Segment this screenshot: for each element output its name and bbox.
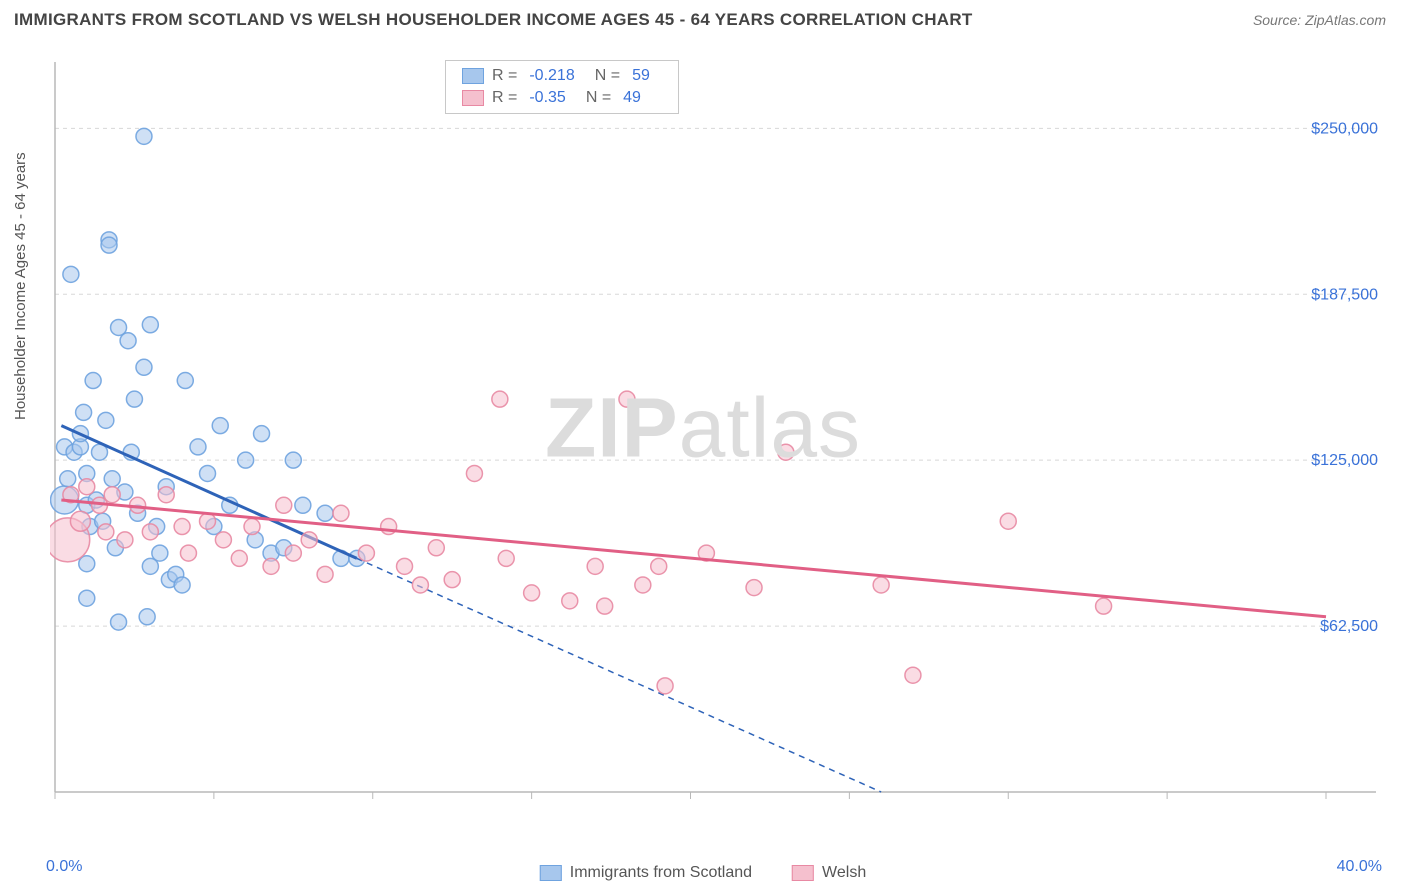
y-axis-label: Householder Income Ages 45 - 64 years [12,152,29,420]
swatch-welsh [462,90,484,106]
swatch-scotland-icon [540,865,562,881]
chart-title: IMMIGRANTS FROM SCOTLAND VS WELSH HOUSEH… [14,10,973,30]
x-axis-max-label: 40.0% [1337,858,1382,876]
x-axis-min-label: 0.0% [46,858,82,876]
svg-text:$250,000: $250,000 [1311,120,1378,137]
svg-text:$187,500: $187,500 [1311,286,1378,303]
legend-item-scotland: Immigrants from Scotland [540,864,752,882]
legend-label: Welsh [822,864,866,882]
legend-item-welsh: Welsh [792,864,866,882]
chart-area: $62,500 $125,000 $187,500 $250,000 [50,52,1386,832]
swatch-welsh-icon [792,865,814,881]
correlation-legend: R =-0.218 N =59 R =-0.35 N =49 [445,60,679,114]
svg-text:$125,000: $125,000 [1311,452,1378,469]
svg-text:$62,500: $62,500 [1320,618,1378,635]
source-label: Source: ZipAtlas.com [1253,12,1386,28]
legend-row-welsh: R =-0.35 N =49 [462,87,662,109]
swatch-scotland [462,68,484,84]
legend-row-scotland: R =-0.218 N =59 [462,65,662,87]
series-legend: Immigrants from Scotland Welsh [540,864,866,882]
legend-label: Immigrants from Scotland [570,864,752,882]
